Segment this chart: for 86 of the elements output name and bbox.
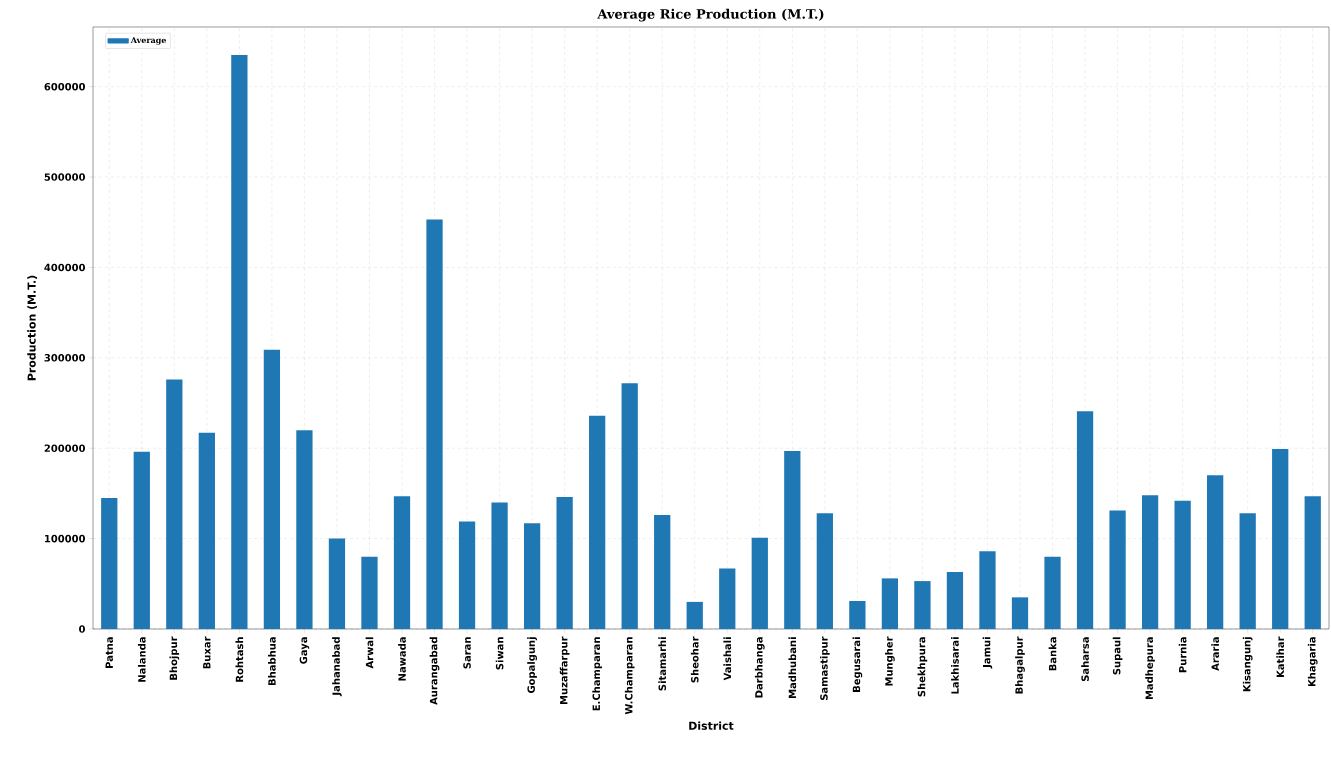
x-tick-label: Supaul <box>1112 637 1123 675</box>
bar <box>784 450 801 629</box>
bar <box>946 572 964 629</box>
bar <box>328 538 346 629</box>
bar <box>133 451 150 629</box>
x-tick-label: Begusarai <box>852 637 863 692</box>
x-tick-label: Patna <box>105 637 113 668</box>
y-axis-title: Production (M.T.) <box>27 275 38 381</box>
x-tick-label: Saharsa <box>1081 637 1089 682</box>
bar <box>1304 496 1321 629</box>
x-tick-label: Vaishali <box>723 637 732 681</box>
bar <box>1141 495 1159 629</box>
y-tick-label: 600000 <box>44 82 86 91</box>
bar <box>523 523 541 629</box>
bar <box>1076 411 1094 629</box>
bar <box>296 430 313 629</box>
x-tick-label: Gaya <box>299 637 310 664</box>
bar <box>198 432 215 629</box>
bar <box>979 551 996 629</box>
x-tick-label: Rohtash <box>235 637 244 682</box>
x-tick-label: Samastipur <box>820 636 830 701</box>
x-tick-label: Siwan <box>495 637 504 670</box>
x-tick-label: Bhabhua <box>268 637 276 686</box>
x-tick-label: Madhepura <box>1145 637 1155 700</box>
bar <box>231 55 248 629</box>
x-tick-label: Bhojpur <box>169 636 180 680</box>
bar <box>849 600 866 629</box>
x-tick-label: Katihar <box>1276 636 1285 677</box>
x-tick-label: Nalanda <box>137 637 146 682</box>
x-tick-label: Muzaffarpur <box>559 636 570 704</box>
x-tick-label: Jamui <box>982 637 993 669</box>
x-tick-label: Shekhpura <box>917 637 928 697</box>
bar <box>1011 597 1029 629</box>
bar <box>166 379 183 629</box>
bar <box>393 496 411 629</box>
x-tick-label: Banka <box>1048 637 1057 671</box>
x-tick-label: Gopalgunj <box>527 637 537 694</box>
x-tick-label: Madhubani <box>788 637 797 698</box>
y-tick-label: 200000 <box>44 444 86 452</box>
bar <box>719 568 736 629</box>
x-tick-label: Arwal <box>365 637 374 669</box>
bar <box>881 578 899 629</box>
chart-title: Average Rice Production (M.T.) <box>597 8 824 22</box>
x-tick-label: Saran <box>463 637 471 669</box>
x-tick-label: E.Champaran <box>592 637 602 711</box>
x-tick-label: Mungher <box>885 636 895 686</box>
y-tick-label: 300000 <box>44 354 86 362</box>
x-tick-label: Bhagalpur <box>1015 636 1025 694</box>
x-tick-label: Buxar <box>203 636 211 669</box>
bar <box>654 515 671 629</box>
bar <box>1207 475 1224 629</box>
x-tick-label: Nawada <box>398 637 406 681</box>
y-tick-label: 500000 <box>44 173 86 181</box>
x-tick-label: Sheohar <box>690 636 699 683</box>
x-axis-title: District <box>689 721 734 730</box>
bar <box>816 513 833 629</box>
x-tick-label: Kisangunj <box>1242 637 1253 692</box>
bar <box>263 349 281 629</box>
x-tick-label: Khagaria <box>1307 637 1318 687</box>
bar <box>621 383 638 629</box>
bar <box>426 219 443 629</box>
bar <box>589 415 606 629</box>
bar <box>1239 513 1256 629</box>
bar <box>1109 510 1126 629</box>
x-tick-label: W.Champaran <box>624 637 635 715</box>
x-tick-label: Lakhisarai <box>951 637 959 694</box>
y-tick-label: 400000 <box>44 263 86 272</box>
bar <box>914 581 931 629</box>
x-tick-label: Sitamarhi <box>658 637 667 691</box>
y-tick-label: 100000 <box>45 534 86 543</box>
x-tick-label: Aurangabad <box>429 637 440 705</box>
x-tick-label: Purnia <box>1178 637 1187 673</box>
bar <box>491 502 508 629</box>
bar <box>1044 556 1061 629</box>
bar <box>686 601 703 629</box>
bar <box>1272 449 1289 629</box>
bar <box>1174 500 1191 629</box>
x-tick-label: Darbhanga <box>754 637 765 698</box>
bar <box>361 556 378 629</box>
y-tick-label: 0 <box>79 625 85 633</box>
x-tick-label: Araria <box>1211 637 1220 671</box>
x-tick-label: Jahanabad <box>332 637 342 697</box>
bar <box>751 537 768 629</box>
bar <box>556 497 573 629</box>
bar <box>458 521 476 629</box>
bar <box>101 497 118 629</box>
